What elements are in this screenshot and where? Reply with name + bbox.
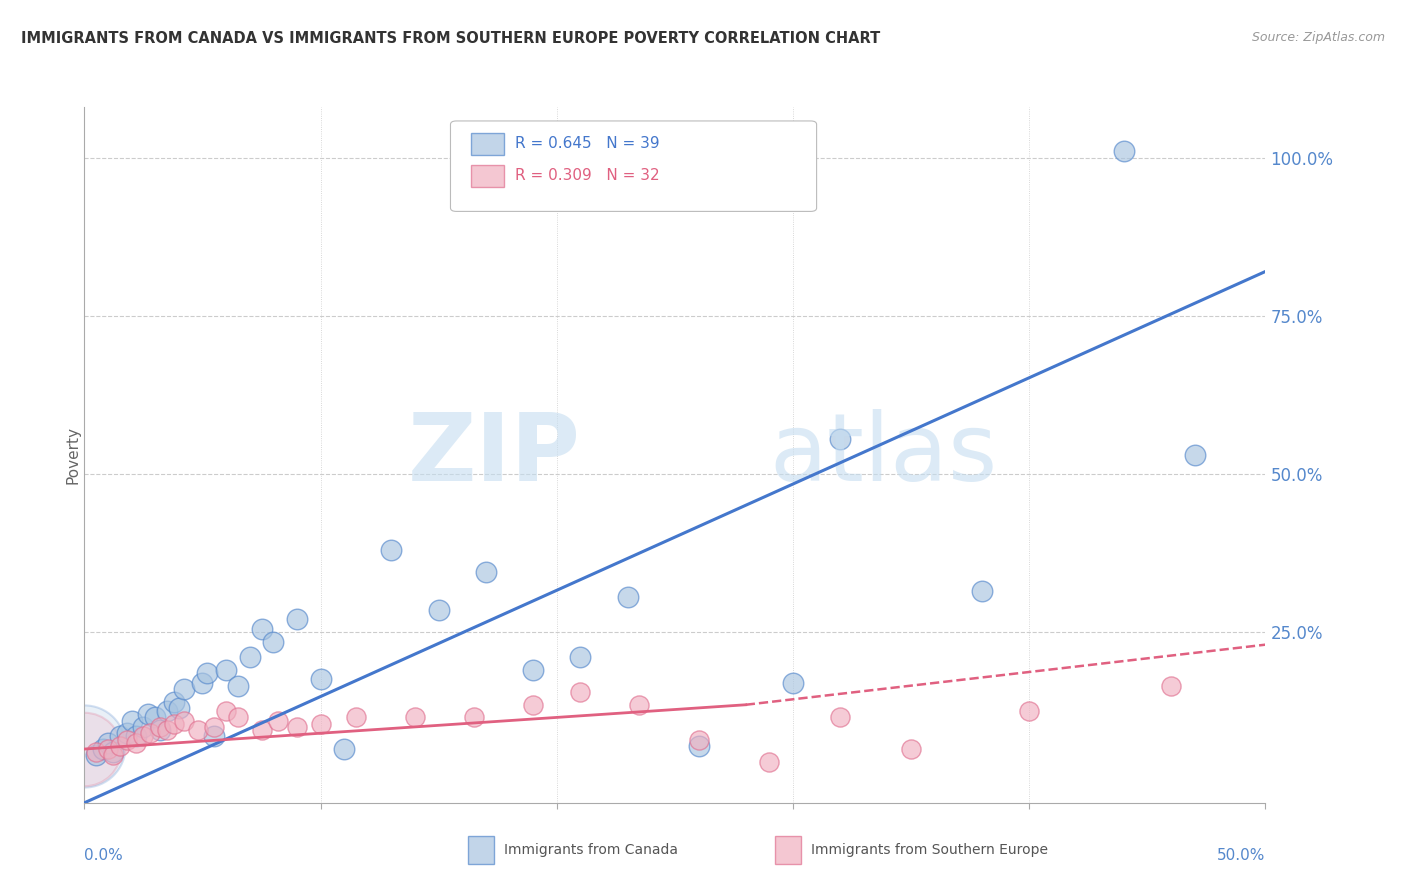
- Point: [475, 565, 498, 579]
- Point: [688, 739, 710, 753]
- Point: [250, 723, 273, 737]
- Text: 50.0%: 50.0%: [1218, 848, 1265, 863]
- Point: [115, 732, 138, 747]
- Point: [285, 720, 308, 734]
- Point: [202, 730, 225, 744]
- Point: [132, 720, 155, 734]
- Point: [101, 748, 124, 763]
- Point: [136, 707, 159, 722]
- Point: [215, 704, 238, 718]
- Point: [758, 755, 780, 769]
- Point: [125, 730, 148, 744]
- Point: [202, 720, 225, 734]
- Point: [73, 742, 96, 756]
- Text: ZIP: ZIP: [408, 409, 581, 501]
- Point: [427, 603, 450, 617]
- Point: [309, 716, 332, 731]
- FancyBboxPatch shape: [450, 121, 817, 211]
- Text: Source: ZipAtlas.com: Source: ZipAtlas.com: [1251, 31, 1385, 45]
- Point: [108, 730, 131, 744]
- Point: [309, 673, 332, 687]
- Point: [1018, 704, 1040, 718]
- Point: [97, 736, 120, 750]
- Y-axis label: Poverty: Poverty: [66, 425, 80, 484]
- Point: [156, 704, 179, 718]
- Point: [830, 710, 852, 724]
- Point: [522, 663, 544, 677]
- Point: [84, 748, 107, 763]
- Point: [262, 634, 284, 648]
- Point: [73, 739, 96, 753]
- Point: [121, 714, 143, 728]
- Text: Immigrants from Southern Europe: Immigrants from Southern Europe: [811, 843, 1047, 857]
- Point: [1184, 448, 1206, 462]
- Point: [830, 432, 852, 446]
- Bar: [468, 836, 494, 864]
- Text: R = 0.309   N = 32: R = 0.309 N = 32: [516, 169, 659, 184]
- Point: [195, 666, 218, 681]
- Point: [191, 675, 214, 690]
- Point: [333, 742, 356, 756]
- Bar: [775, 836, 801, 864]
- Point: [101, 745, 124, 759]
- Text: IMMIGRANTS FROM CANADA VS IMMIGRANTS FROM SOUTHERN EUROPE POVERTY CORRELATION CH: IMMIGRANTS FROM CANADA VS IMMIGRANTS FRO…: [21, 31, 880, 46]
- Point: [143, 710, 166, 724]
- Point: [1160, 679, 1182, 693]
- Text: atlas: atlas: [769, 409, 998, 501]
- Bar: [471, 165, 503, 187]
- Point: [215, 663, 238, 677]
- Point: [163, 716, 186, 731]
- Point: [226, 679, 249, 693]
- Point: [569, 650, 592, 665]
- Point: [97, 742, 120, 756]
- Point: [344, 710, 367, 724]
- Point: [149, 720, 172, 734]
- Point: [91, 742, 114, 756]
- Point: [139, 726, 162, 740]
- Point: [115, 726, 138, 740]
- Point: [84, 745, 107, 759]
- Text: 0.0%: 0.0%: [84, 848, 124, 863]
- Point: [163, 695, 186, 709]
- Text: Immigrants from Canada: Immigrants from Canada: [503, 843, 678, 857]
- Point: [688, 732, 710, 747]
- Point: [149, 723, 172, 737]
- Point: [267, 714, 290, 728]
- Point: [628, 698, 651, 712]
- Point: [569, 685, 592, 699]
- Point: [522, 698, 544, 712]
- Point: [404, 710, 426, 724]
- Point: [173, 681, 195, 696]
- Point: [285, 612, 308, 626]
- Point: [782, 675, 804, 690]
- Point: [1112, 145, 1135, 159]
- Point: [125, 736, 148, 750]
- Point: [156, 723, 179, 737]
- Point: [187, 723, 209, 737]
- Point: [970, 583, 993, 598]
- Point: [108, 739, 131, 753]
- Bar: [471, 133, 503, 155]
- Point: [239, 650, 262, 665]
- Point: [132, 730, 155, 744]
- Point: [380, 542, 402, 557]
- Point: [250, 622, 273, 636]
- Point: [900, 742, 922, 756]
- Point: [616, 591, 638, 605]
- Text: R = 0.645   N = 39: R = 0.645 N = 39: [516, 136, 659, 152]
- Point: [167, 701, 190, 715]
- Point: [463, 710, 485, 724]
- Point: [226, 710, 249, 724]
- Point: [173, 714, 195, 728]
